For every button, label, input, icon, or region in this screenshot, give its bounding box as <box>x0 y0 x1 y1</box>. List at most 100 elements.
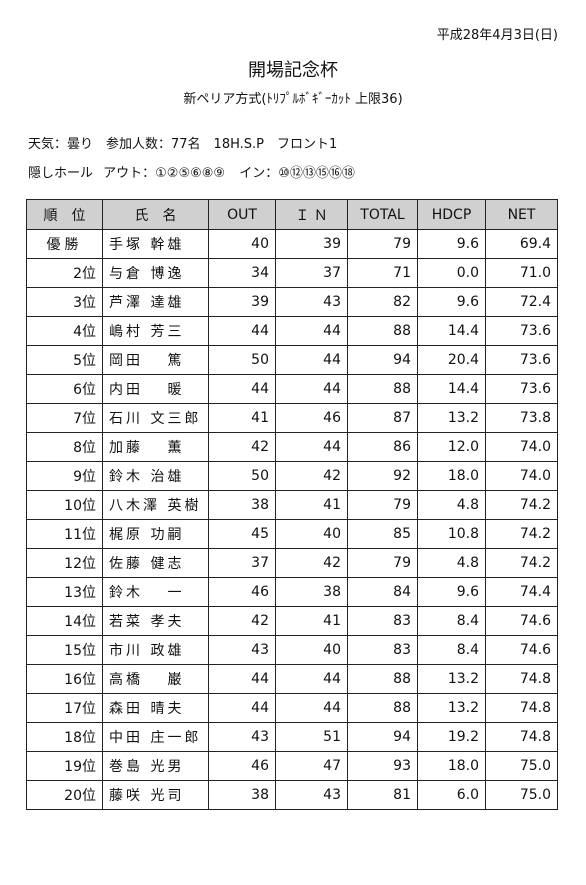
in-score-cell: 41 <box>275 490 348 520</box>
net-score-cell: 71.0 <box>485 258 558 288</box>
rank-cell: 16位 <box>26 664 103 694</box>
out-score-cell: 40 <box>208 229 276 259</box>
scoring-method-subtitle: 新ペリア方式(ﾄﾘﾌﾟﾙﾎﾞｷﾞｰｶｯﾄ 上限36) <box>183 92 403 107</box>
table-row: 8位 加藤 薫 42 44 86 12.0 74.0 <box>26 432 558 462</box>
table-row: 16位 高橋 巌 44 44 88 13.2 74.8 <box>26 664 558 694</box>
net-score-cell: 74.0 <box>485 432 558 462</box>
rank-cell: 12位 <box>26 548 103 578</box>
rank-cell: 5位 <box>26 345 103 375</box>
player-name-cell: 芦澤 達雄 <box>102 287 209 317</box>
total-score-cell: 94 <box>347 345 418 375</box>
rank-cell: 19位 <box>26 751 103 781</box>
player-name-cell: 高橋 巌 <box>102 664 209 694</box>
table-row: 4位 嶋村 芳三 44 44 88 14.4 73.6 <box>26 316 558 346</box>
net-score-cell: 74.2 <box>485 519 558 549</box>
in-score-cell: 51 <box>275 722 348 752</box>
in-score-cell: 46 <box>275 403 348 433</box>
competition-date: 平成28年4月3日(日) <box>436 28 558 43</box>
player-name-cell: 与倉 博逸 <box>102 258 209 288</box>
total-score-cell: 79 <box>347 229 418 259</box>
net-score-cell: 74.8 <box>485 664 558 694</box>
handicap-cell: 14.4 <box>417 316 486 346</box>
handicap-cell: 14.4 <box>417 374 486 404</box>
out-hidden-holes: アウト：①②⑤⑥⑧⑨ <box>103 166 226 181</box>
handicap-cell: 13.2 <box>417 693 486 723</box>
rank-cell: 18位 <box>26 722 103 752</box>
results-body: 優勝 手塚 幹雄 40 39 79 9.6 69.4 2位 与倉 博逸 34 37 71 0.0 71.0… <box>26 229 558 810</box>
net-score-cell: 75.0 <box>485 751 558 781</box>
player-name-cell: 内田 暖 <box>102 374 209 404</box>
net-score-cell: 74.0 <box>485 461 558 491</box>
in-score-cell: 42 <box>275 548 348 578</box>
player-name-cell: 梶原 功嗣 <box>102 519 209 549</box>
player-name-cell: 藤咲 光司 <box>102 780 209 810</box>
total-score-cell: 85 <box>347 519 418 549</box>
player-name-cell: 八木澤 英樹 <box>102 490 209 520</box>
rank-cell: 優勝 <box>26 229 103 259</box>
header-rank: 順 位 <box>26 199 103 230</box>
in-score-cell: 39 <box>275 229 348 259</box>
weather-participants-info: 天気：曇り 参加人数：77名 18H.S.P フロント1 <box>28 137 338 152</box>
header-in: Ｉ Ｎ <box>275 199 348 230</box>
in-score-cell: 47 <box>275 751 348 781</box>
handicap-cell: 8.4 <box>417 606 486 636</box>
table-row: 6位 内田 暖 44 44 88 14.4 73.6 <box>26 374 558 404</box>
in-hidden-holes: イン：⑩⑫⑬⑮⑯⑱ <box>239 166 355 181</box>
table-row: 12位 佐藤 健志 37 42 79 4.8 74.2 <box>26 548 558 578</box>
handicap-cell: 9.6 <box>417 287 486 317</box>
header-total: TOTAL <box>347 199 418 230</box>
player-name-cell: 森田 晴夫 <box>102 693 209 723</box>
out-score-cell: 44 <box>208 693 276 723</box>
out-score-cell: 44 <box>208 664 276 694</box>
table-row: 14位 若菜 孝夫 42 41 83 8.4 74.6 <box>26 606 558 636</box>
header-hdcp: HDCP <box>417 199 486 230</box>
total-score-cell: 87 <box>347 403 418 433</box>
total-score-cell: 86 <box>347 432 418 462</box>
player-name-cell: 市川 政雄 <box>102 635 209 665</box>
in-score-cell: 37 <box>275 258 348 288</box>
handicap-cell: 13.2 <box>417 664 486 694</box>
total-score-cell: 88 <box>347 664 418 694</box>
page-title: 開場記念杯 <box>248 60 338 81</box>
rank-cell: 14位 <box>26 606 103 636</box>
in-score-cell: 44 <box>275 345 348 375</box>
in-score-cell: 42 <box>275 461 348 491</box>
table-row: 9位 鈴木 治雄 50 42 92 18.0 74.0 <box>26 461 558 491</box>
handicap-cell: 10.8 <box>417 519 486 549</box>
rank-cell: 4位 <box>26 316 103 346</box>
rank-cell: 7位 <box>26 403 103 433</box>
out-score-cell: 42 <box>208 606 276 636</box>
out-score-cell: 46 <box>208 577 276 607</box>
rank-cell: 17位 <box>26 693 103 723</box>
in-score-cell: 38 <box>275 577 348 607</box>
net-score-cell: 74.6 <box>485 635 558 665</box>
hidden-holes-label: 隠しホール <box>28 166 94 181</box>
header-out: OUT <box>208 199 276 230</box>
handicap-cell: 4.8 <box>417 490 486 520</box>
table-row: 17位 森田 晴夫 44 44 88 13.2 74.8 <box>26 693 558 723</box>
total-score-cell: 94 <box>347 722 418 752</box>
total-score-cell: 88 <box>347 374 418 404</box>
out-score-cell: 42 <box>208 432 276 462</box>
table-row: 優勝 手塚 幹雄 40 39 79 9.6 69.4 <box>26 229 558 259</box>
total-score-cell: 92 <box>347 461 418 491</box>
in-score-cell: 41 <box>275 606 348 636</box>
in-score-cell: 44 <box>275 374 348 404</box>
handicap-cell: 4.8 <box>417 548 486 578</box>
player-name-cell: 鈴木 治雄 <box>102 461 209 491</box>
out-score-cell: 50 <box>208 345 276 375</box>
in-score-cell: 40 <box>275 519 348 549</box>
total-score-cell: 79 <box>347 490 418 520</box>
player-name-cell: 若菜 孝夫 <box>102 606 209 636</box>
table-row: 15位 市川 政雄 43 40 83 8.4 74.6 <box>26 635 558 665</box>
handicap-cell: 8.4 <box>417 635 486 665</box>
net-score-cell: 72.4 <box>485 287 558 317</box>
header-net: NET <box>485 199 558 230</box>
handicap-cell: 18.0 <box>417 751 486 781</box>
total-score-cell: 83 <box>347 606 418 636</box>
table-row: 18位 中田 庄一郎 43 51 94 19.2 74.8 <box>26 722 558 752</box>
out-score-cell: 39 <box>208 287 276 317</box>
table-row: 2位 与倉 博逸 34 37 71 0.0 71.0 <box>26 258 558 288</box>
in-score-cell: 44 <box>275 316 348 346</box>
total-score-cell: 81 <box>347 780 418 810</box>
